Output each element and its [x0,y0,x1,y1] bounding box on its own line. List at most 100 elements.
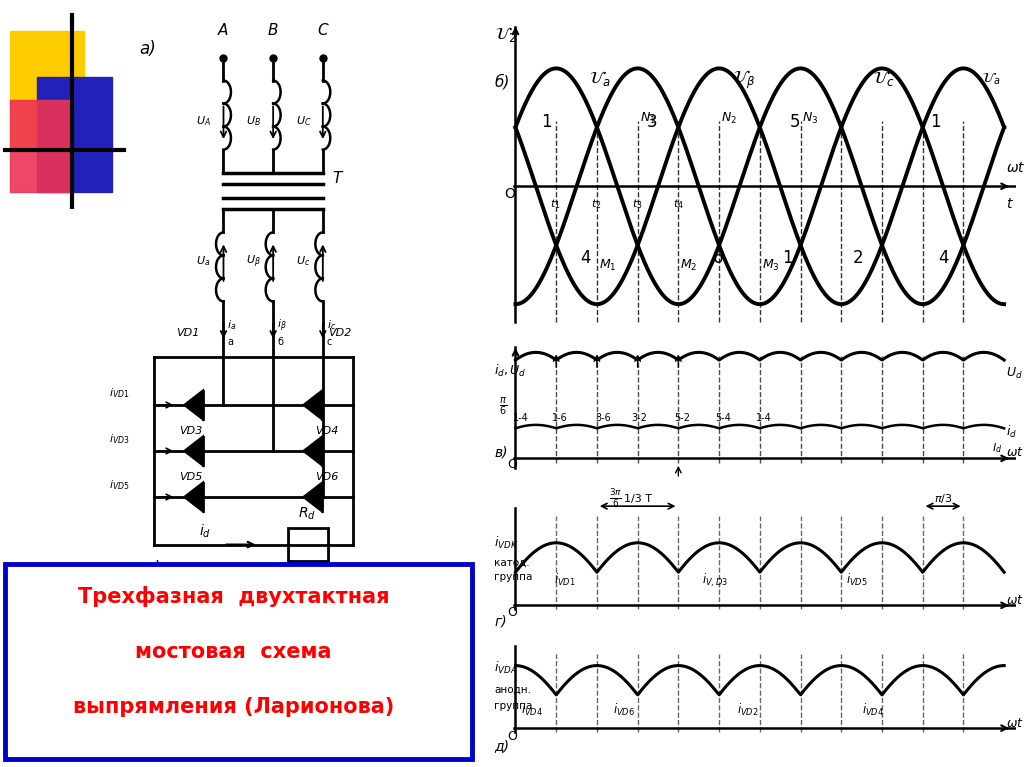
Text: 3-2: 3-2 [632,413,647,423]
Text: $i_{VD6}$: $i_{VD6}$ [612,702,635,718]
Text: VD4: VD4 [315,426,339,436]
Text: O: O [505,187,515,201]
Text: $i_{VD2}$: $i_{VD2}$ [737,702,759,718]
Text: $U_d$: $U_d$ [248,570,265,584]
Text: $\omega t$: $\omega t$ [1007,446,1024,459]
Text: $U_d$: $U_d$ [1007,366,1023,380]
Text: C: C [317,22,328,38]
Text: +: + [150,558,164,575]
Text: а): а) [139,40,156,58]
Text: д): д) [495,739,509,753]
Text: VD5: VD5 [179,472,202,482]
Text: $\mathcal{U}_\beta$: $\mathcal{U}_\beta$ [733,68,756,91]
FancyBboxPatch shape [5,564,472,759]
Text: $\frac{\pi}{6}$: $\frac{\pi}{6}$ [499,395,507,417]
Text: $i_\beta$: $i_\beta$ [278,318,287,334]
Text: 4: 4 [938,249,948,267]
Text: $N_2$: $N_2$ [721,110,737,126]
Text: $U_c$: $U_c$ [296,255,310,268]
Text: $t_2$: $t_2$ [591,197,601,211]
Text: 1-6: 1-6 [552,413,568,423]
Text: $\frac{3\pi}{6}$: $\frac{3\pi}{6}$ [609,487,623,509]
Text: T: T [333,170,342,186]
Text: 1/3 T: 1/3 T [624,494,651,504]
Text: $t_3$: $t_3$ [632,197,642,211]
Text: A: A [218,22,228,38]
Text: $i_d$: $i_d$ [199,522,211,540]
Text: $i_{VD1}$: $i_{VD1}$ [110,386,130,400]
Text: 3: 3 [646,114,656,131]
Text: $i_{VD4}$: $i_{VD4}$ [521,702,544,718]
Bar [10,31,84,146]
Text: $N_3$: $N_3$ [803,110,819,126]
Text: $i_{VD5}$: $i_{VD5}$ [110,478,130,492]
Text: мостовая  схема: мостовая схема [135,642,332,662]
Text: 6: 6 [713,249,723,267]
Text: $i_{VD5}$: $i_{VD5}$ [846,571,867,588]
Polygon shape [304,483,322,511]
Text: $\mathcal{U}_2$: $\mathcal{U}_2$ [495,25,517,44]
Text: б): б) [495,74,510,89]
Text: −: − [355,555,373,575]
Text: VD1: VD1 [176,328,200,338]
Text: $i_{VD4}$: $i_{VD4}$ [861,702,884,718]
Text: $N_1$: $N_1$ [640,110,655,126]
Text: 5-2: 5-2 [674,413,690,423]
Text: б: б [278,337,284,347]
Text: $\omega t$: $\omega t$ [1007,716,1024,729]
Text: $\pi/3$: $\pi/3$ [934,492,952,505]
Text: $I_d$: $I_d$ [992,441,1002,455]
Text: $\omega t$: $\omega t$ [1007,594,1024,607]
Text: $U_a$: $U_a$ [197,255,211,268]
Text: $i_c$: $i_c$ [327,318,336,332]
Text: $t_1$: $t_1$ [550,197,561,211]
Text: $U_\beta$: $U_\beta$ [246,254,261,271]
Text: 2: 2 [852,249,863,267]
Text: $U_B$: $U_B$ [246,114,261,128]
Text: $i_d, U_d$: $i_d, U_d$ [495,363,526,379]
Text: VD2: VD2 [328,328,351,338]
Text: 1-4: 1-4 [756,413,771,423]
Text: $M_3$: $M_3$ [762,258,779,273]
Text: группа: группа [495,700,532,710]
Text: $M_1$: $M_1$ [599,258,616,273]
Text: в): в) [495,446,508,459]
Polygon shape [304,437,322,465]
Text: 3-6: 3-6 [595,413,610,423]
Text: VD6: VD6 [315,472,339,482]
Text: $i_{VD3}$: $i_{VD3}$ [110,432,130,446]
Text: $\mathcal{U}_a$: $\mathcal{U}_a$ [982,71,1000,87]
Bar [10,100,70,192]
Text: анодн.: анодн. [495,685,531,695]
Text: O: O [507,458,517,471]
Text: $\omega t$: $\omega t$ [1007,161,1024,175]
Text: c: c [327,337,332,347]
Text: 1-4: 1-4 [513,413,529,423]
Text: 1: 1 [782,249,793,267]
Text: г): г) [495,614,507,628]
Text: $i_{VD1}$: $i_{VD1}$ [554,571,577,588]
Text: $t$: $t$ [1007,196,1014,210]
Text: B: B [268,22,279,38]
Text: O: O [508,606,517,619]
Text: $U_C$: $U_C$ [296,114,311,128]
Text: Трехфазная  двухтактная: Трехфазная двухтактная [78,586,389,607]
Text: $M_2$: $M_2$ [680,258,697,273]
Text: 4: 4 [581,249,591,267]
Text: 5-4: 5-4 [715,413,731,423]
Polygon shape [304,391,322,419]
Text: 1: 1 [542,114,552,131]
Text: $i_{VDK}$: $i_{VDK}$ [495,535,518,551]
Text: выпрямления (Ларионова): выпрямления (Ларионова) [73,697,394,717]
Text: $\mathcal{U}_a$: $\mathcal{U}_a$ [590,68,611,87]
Bar [288,528,328,561]
Text: $R_d$: $R_d$ [298,505,315,522]
Polygon shape [184,437,203,465]
Text: VD3: VD3 [179,426,202,436]
Polygon shape [184,391,203,419]
Text: a: a [227,337,233,347]
Text: 5: 5 [791,114,801,131]
Text: $i_a$: $i_a$ [227,318,237,332]
Text: $i_d$: $i_d$ [1007,424,1017,440]
Text: катод.: катод. [495,558,529,568]
